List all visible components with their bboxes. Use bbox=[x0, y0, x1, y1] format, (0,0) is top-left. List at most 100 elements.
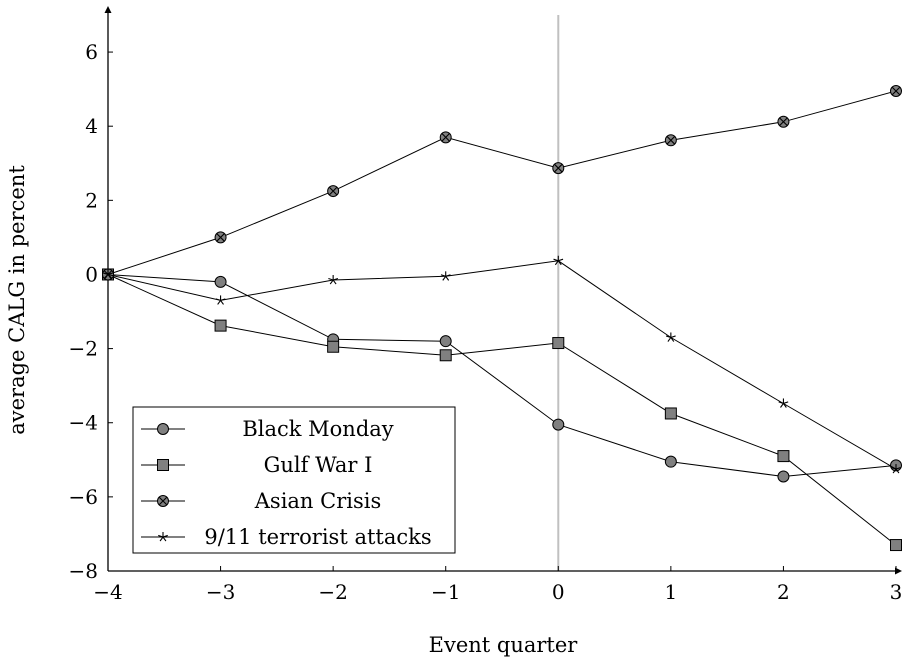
marker-arm bbox=[440, 274, 446, 277]
data-point bbox=[777, 470, 790, 483]
data-point bbox=[552, 418, 565, 431]
marker-arm bbox=[665, 335, 672, 339]
x-tick-label: 0 bbox=[552, 580, 565, 604]
data-point bbox=[664, 455, 677, 468]
x-tick-label: −3 bbox=[206, 580, 235, 604]
marker-arm bbox=[445, 275, 450, 281]
y-tick-label: −2 bbox=[69, 337, 98, 361]
marker-arm bbox=[162, 534, 168, 538]
data-point bbox=[328, 275, 339, 285]
data-point bbox=[553, 255, 564, 266]
marker-arm bbox=[670, 337, 675, 342]
legend-item: 9/11 terrorist attacks bbox=[141, 525, 432, 549]
data-point bbox=[214, 319, 227, 332]
marker-arm bbox=[158, 534, 164, 538]
marker-arm bbox=[215, 298, 221, 301]
marker-cross bbox=[328, 186, 338, 196]
data-point bbox=[439, 349, 452, 362]
y-tick-label: 6 bbox=[85, 40, 98, 64]
series-line bbox=[107, 274, 897, 546]
marker-arm bbox=[329, 279, 334, 285]
series-line bbox=[107, 260, 897, 470]
y-tick-label: −8 bbox=[69, 559, 98, 583]
legend-marker bbox=[158, 532, 168, 542]
legend-label: Gulf War I bbox=[264, 453, 373, 477]
data-point bbox=[103, 269, 113, 279]
marker-arm bbox=[104, 274, 109, 279]
data-point bbox=[439, 335, 452, 348]
y-tick-label: 0 bbox=[85, 262, 98, 286]
marker-arm bbox=[217, 300, 222, 305]
marker-arm bbox=[554, 260, 559, 266]
marker-arm bbox=[892, 468, 897, 474]
legend-item: Gulf War I bbox=[141, 453, 372, 477]
data-point bbox=[890, 539, 902, 552]
data-point bbox=[664, 407, 677, 420]
y-tick-label: 4 bbox=[85, 114, 98, 138]
data-point bbox=[778, 398, 789, 408]
legend-label: Black Monday bbox=[242, 417, 393, 441]
marker-arm bbox=[220, 300, 224, 305]
legend-item: Asian Crisis bbox=[141, 489, 381, 513]
y-tick-label: −6 bbox=[69, 485, 98, 509]
marker-arm bbox=[445, 274, 451, 277]
y-tick-label: −4 bbox=[69, 411, 98, 435]
x-tick-label: −2 bbox=[318, 580, 347, 604]
x-tick-label: 3 bbox=[890, 580, 903, 604]
marker-arm bbox=[220, 298, 226, 301]
data-point bbox=[327, 185, 340, 198]
x-tick-label: 2 bbox=[777, 580, 790, 604]
marker-arm bbox=[332, 277, 339, 281]
x-axis-arrow bbox=[895, 567, 902, 575]
marker-arm bbox=[103, 272, 109, 275]
marker-arm bbox=[328, 277, 334, 281]
marker-arm bbox=[667, 337, 672, 342]
legend-box bbox=[132, 406, 456, 554]
legend-marker bbox=[157, 459, 169, 471]
marker-cross bbox=[666, 135, 676, 145]
data-point bbox=[214, 231, 227, 244]
data-point bbox=[665, 332, 676, 342]
marker-arm bbox=[778, 401, 784, 404]
x-tick-label: −1 bbox=[431, 580, 460, 604]
x-tick-label: −4 bbox=[93, 580, 122, 604]
data-point bbox=[552, 162, 565, 175]
data-point bbox=[777, 450, 790, 463]
data-point bbox=[664, 134, 677, 147]
marker-arm bbox=[891, 466, 897, 470]
series-line bbox=[107, 274, 897, 478]
data-point bbox=[890, 84, 902, 97]
data-point bbox=[552, 337, 565, 350]
series-4 bbox=[103, 255, 901, 474]
marker-arm bbox=[782, 403, 787, 408]
marker-arm bbox=[332, 279, 337, 285]
marker-arm bbox=[895, 466, 901, 470]
data-point bbox=[777, 115, 790, 128]
marker-arm bbox=[107, 274, 112, 279]
marker-arm bbox=[558, 258, 564, 262]
marker-cross bbox=[891, 86, 901, 96]
marker-cross bbox=[158, 496, 168, 506]
legend-item: Black Monday bbox=[141, 417, 394, 441]
marker-arm bbox=[557, 260, 562, 266]
y-axis-title: average CALG in percent bbox=[5, 165, 29, 435]
data-point bbox=[214, 275, 227, 288]
x-tick-label: 1 bbox=[664, 580, 677, 604]
marker-arm bbox=[107, 272, 113, 275]
y-axis-arrow bbox=[104, 6, 112, 13]
marker-arm bbox=[162, 536, 167, 542]
legend-marker bbox=[157, 423, 169, 435]
marker-arm bbox=[780, 403, 784, 408]
data-point bbox=[891, 464, 901, 474]
marker-cross bbox=[216, 233, 225, 242]
marker-cross bbox=[779, 117, 788, 127]
data-point bbox=[215, 295, 226, 305]
data-point bbox=[439, 131, 452, 144]
marker-arm bbox=[442, 275, 447, 281]
y-tick-label: 2 bbox=[85, 188, 98, 212]
marker-arm bbox=[783, 401, 789, 404]
marker-cross bbox=[553, 163, 563, 173]
x-axis-title: Event quarter bbox=[429, 633, 579, 657]
